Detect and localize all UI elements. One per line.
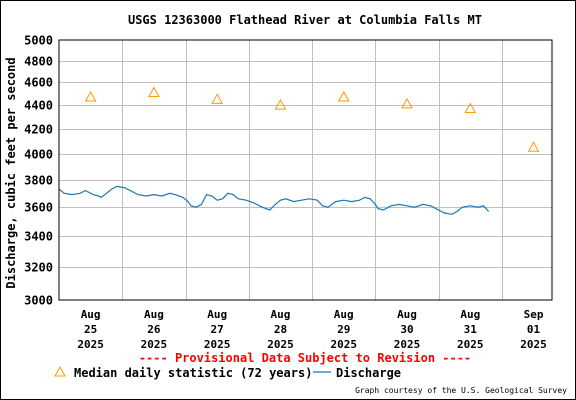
median-triangle-marker xyxy=(274,99,287,110)
x-tick-label: Aug xyxy=(81,308,101,321)
x-tick-label: 27 xyxy=(211,323,224,336)
plot-area xyxy=(59,40,552,300)
x-tick-label: Sep xyxy=(524,308,544,321)
x-tick-label: 2025 xyxy=(141,338,168,351)
y-tick-label: 3800 xyxy=(24,174,53,188)
y-tick-label: 4000 xyxy=(24,148,53,162)
x-tick-label: 01 xyxy=(527,323,541,336)
grid xyxy=(59,40,552,300)
y-tick-label: 3200 xyxy=(24,261,53,275)
x-tick-label: 2025 xyxy=(267,338,294,351)
legend-discharge-label: Discharge xyxy=(336,366,401,380)
y-tick-label: 4400 xyxy=(24,99,53,113)
y-tick-label: 3400 xyxy=(24,230,53,244)
legend-triangle-marker xyxy=(54,365,66,377)
median-triangle-marker xyxy=(464,102,477,114)
plot-border xyxy=(58,39,553,301)
x-tick-label: 2025 xyxy=(77,338,104,351)
x-axis-ticks: Aug 25 2025 Aug 26 2025 Aug 27 2025 Aug 28 2025 Aug 2… xyxy=(77,308,546,351)
x-tick-label: Aug xyxy=(460,308,480,321)
median-triangle-marker xyxy=(401,97,413,109)
legend-median-label: Median daily statistic (72 years) xyxy=(74,366,312,380)
provisional-notice: ---- Provisional Data Subject to Revisio… xyxy=(139,351,471,365)
y-tick-label: 4600 xyxy=(24,76,53,90)
median-triangle-marker xyxy=(148,86,160,97)
y-tick-label: 5000 xyxy=(24,34,53,48)
x-tick-label: 2025 xyxy=(394,338,421,351)
x-tick-label: Aug xyxy=(207,308,227,321)
x-tick-label: 2025 xyxy=(330,338,357,351)
y-tick-label: 4200 xyxy=(24,123,53,137)
legend: Median daily statistic (72 years) Discha… xyxy=(54,365,401,380)
x-tick-label: Aug xyxy=(397,308,417,321)
chart-title: USGS 12363000 Flathead River at Columbia… xyxy=(128,13,482,27)
x-tick-label: 28 xyxy=(274,323,287,336)
x-tick-label: 31 xyxy=(464,323,478,336)
discharge-series-line xyxy=(58,185,490,215)
x-tick-label: 2025 xyxy=(457,338,484,351)
x-tick-label: Aug xyxy=(271,308,291,321)
median-triangle-marker xyxy=(527,141,540,152)
credit-text: Graph courtesy of the U.S. Geological Su… xyxy=(355,386,567,395)
y-tick-label: 3600 xyxy=(24,201,53,215)
median-triangle-marker xyxy=(84,91,97,102)
x-tick-label: 2025 xyxy=(204,338,231,351)
y-axis-label: Discharge, cubic feet per second xyxy=(4,57,18,288)
median-triangle-marker xyxy=(211,93,224,104)
x-tick-label: Aug xyxy=(144,308,164,321)
median-triangle-marker xyxy=(337,91,350,102)
x-tick-label: Aug xyxy=(334,308,354,321)
median-series xyxy=(84,86,540,152)
x-tick-label: 25 xyxy=(84,323,97,336)
y-tick-label: 3000 xyxy=(24,294,53,308)
y-tick-label: 4800 xyxy=(24,55,53,69)
x-tick-label: 26 xyxy=(147,323,161,336)
y-axis-ticks: 3000 3200 3400 3600 3800 4000 4200 4400 4600 4800… xyxy=(24,34,53,308)
x-tick-label: 30 xyxy=(400,323,413,336)
x-tick-label: 2025 xyxy=(520,338,547,351)
x-tick-label: 29 xyxy=(337,323,350,336)
